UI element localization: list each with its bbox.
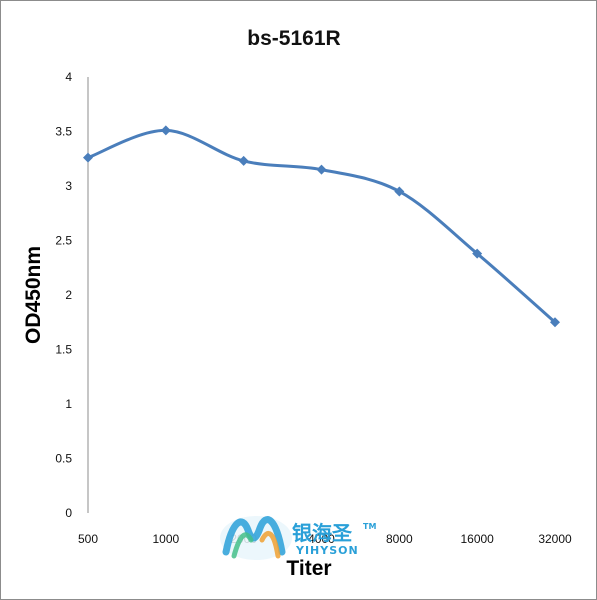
- y-tick-label: 1.5: [55, 343, 72, 357]
- y-tick-label: 3: [65, 179, 72, 193]
- x-tick-label: 32000: [538, 532, 572, 546]
- data-point-marker: [238, 155, 249, 166]
- series-markers: [83, 125, 560, 328]
- data-point-marker: [550, 317, 560, 328]
- data-point-marker: [472, 248, 483, 259]
- x-tick-label: 4000: [308, 532, 335, 546]
- x-tick-label: 1000: [152, 532, 179, 546]
- y-tick-label: 2.5: [55, 234, 72, 248]
- watermark-chinese: 银海圣: [292, 521, 353, 545]
- yihyson-logo-icon: [220, 516, 292, 560]
- x-tick-label: 500: [78, 532, 98, 546]
- y-tick-label: 4: [65, 70, 72, 84]
- y-tick-label: 2: [65, 288, 72, 302]
- data-point-marker: [316, 164, 327, 175]
- data-point-marker: [394, 186, 405, 197]
- watermark-latin: YIHYSON: [295, 544, 359, 557]
- x-tick-label: 8000: [386, 532, 413, 546]
- x-axis-title: Titer: [286, 557, 331, 580]
- watermark-tm: TM: [363, 522, 376, 531]
- data-point-marker: [160, 125, 171, 136]
- y-tick-label: 0.5: [55, 452, 72, 466]
- y-tick-label: 0: [65, 506, 72, 520]
- x-tick-labels: 50010002000400080001600032000: [78, 532, 572, 546]
- chart-title: bs-5161R: [247, 27, 340, 50]
- y-tick-labels: 0 0.5 1 1.5 2 2.5 3 3.5 4: [55, 70, 72, 520]
- data-point-marker: [83, 152, 93, 163]
- series-line: [86, 128, 557, 324]
- x-tick-label: 16000: [460, 532, 494, 546]
- y-tick-label: 1: [65, 397, 72, 411]
- y-axis-title: OD450nm: [22, 246, 45, 344]
- watermark-logo: 银海圣 TM YIHYSON: [220, 516, 376, 560]
- y-tick-label: 3.5: [55, 125, 72, 139]
